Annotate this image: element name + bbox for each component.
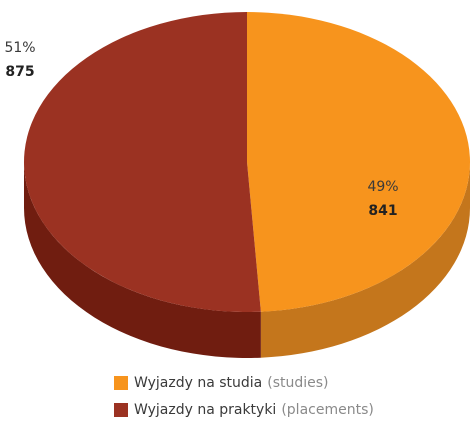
percent-label: 49% — [367, 179, 398, 195]
pie-side — [24, 162, 261, 358]
pie-side — [260, 162, 470, 358]
legend-swatch — [114, 403, 128, 417]
legend-note: (studies) — [267, 375, 328, 391]
legend-note: (placements) — [281, 402, 374, 418]
pie-slice — [247, 12, 470, 312]
pie-slice — [24, 12, 261, 312]
value-label: 875 — [5, 64, 34, 80]
legend-swatch — [114, 376, 128, 390]
legend-name: Wyjazdy na studia — [134, 375, 262, 391]
legend-label: Wyjazdy na studia (studies) — [134, 375, 329, 391]
percent-label: 51% — [4, 40, 35, 56]
legend-label: Wyjazdy na praktyki (placements) — [134, 402, 374, 418]
value-label: 841 — [368, 203, 397, 219]
legend-name: Wyjazdy na praktyki — [134, 402, 276, 418]
